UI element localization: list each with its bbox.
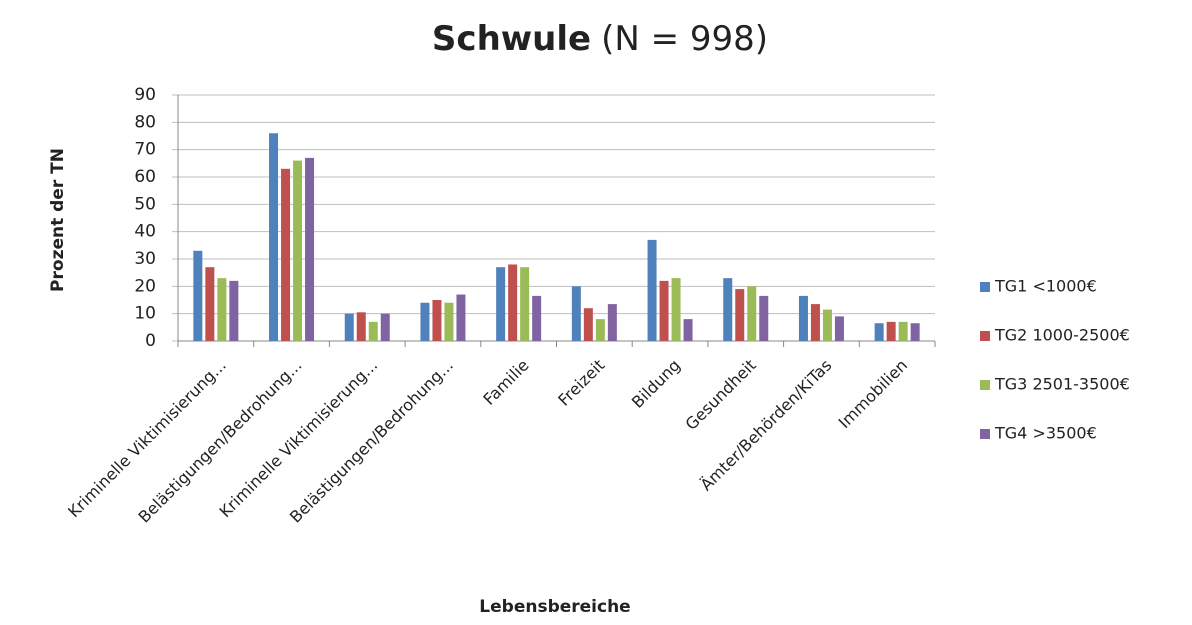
title-main: Schwule: [432, 19, 591, 59]
y-tick-label: 60: [134, 167, 156, 187]
y-tick-label: 20: [134, 276, 156, 296]
y-tick-label: 40: [134, 222, 156, 242]
bar: [798, 295, 808, 341]
legend-label: TG2 1000-2500€: [994, 326, 1130, 345]
x-tick-label: Immobilien: [835, 356, 911, 432]
legend-label: TG1 <1000€: [994, 277, 1097, 296]
bar: [659, 280, 669, 341]
bar: [735, 289, 745, 341]
bar: [683, 319, 693, 341]
bar: [269, 133, 279, 341]
legend-label: TG4 >3500€: [994, 424, 1097, 443]
bar: [822, 309, 832, 341]
x-tick-label: Belästigungen/Bedrohung...: [134, 356, 305, 527]
bar: [583, 308, 593, 341]
bar: [356, 312, 366, 341]
bar: [747, 286, 757, 341]
x-axis-title: Lebensbereiche: [479, 597, 630, 617]
bar: [910, 323, 920, 341]
bar: [380, 313, 390, 341]
bar: [432, 300, 442, 341]
bar: [607, 304, 617, 341]
y-tick-label: 50: [134, 194, 156, 214]
bar: [810, 304, 820, 341]
legend-swatch: [980, 380, 990, 390]
x-tick-label: Gesundheit: [681, 356, 759, 434]
x-tick-label: Kriminelle Viktimisierung...: [216, 356, 382, 522]
y-axis-title: Prozent der TN: [48, 148, 68, 292]
bar: [281, 168, 291, 341]
bar: [456, 294, 466, 341]
bar: [420, 302, 430, 341]
bar: [496, 267, 506, 341]
x-tick-label: Kriminelle Viktimisierung...: [64, 356, 230, 522]
bar: [898, 321, 908, 341]
bar: [305, 157, 315, 341]
bar: [205, 267, 215, 341]
chart-title: Schwule (N = 998): [432, 19, 768, 59]
legend-swatch: [980, 429, 990, 439]
bar: [671, 278, 681, 341]
bar: [217, 278, 227, 341]
y-tick-label: 0: [145, 331, 156, 351]
bar: [723, 278, 733, 341]
x-tick-label: Ämter/Behörden/KiTas: [697, 356, 836, 495]
bar: [647, 239, 657, 341]
x-tick-label: Belästigungen/Bedrohung...: [286, 356, 457, 527]
bar: [229, 280, 239, 341]
bar: [344, 313, 354, 341]
y-tick-label: 80: [134, 112, 156, 132]
bar: [368, 321, 378, 341]
bar: [293, 160, 303, 341]
bar: [520, 267, 530, 341]
bar: [595, 319, 605, 341]
bar: [444, 302, 454, 341]
y-tick-label: 30: [134, 249, 156, 269]
legend-label: TG3 2501-3500€: [994, 375, 1130, 394]
x-tick-label: Familie: [479, 356, 532, 409]
bar: [886, 321, 896, 341]
bar: [759, 295, 769, 341]
y-tick-label: 70: [134, 140, 156, 160]
bar: [193, 250, 203, 341]
legend-swatch: [980, 282, 990, 292]
bar: [508, 264, 518, 341]
bar: [834, 316, 844, 341]
bar: [571, 286, 581, 341]
bar: [532, 295, 542, 341]
x-tick-label: Bildung: [628, 356, 684, 412]
y-tick-label: 90: [134, 85, 156, 105]
bar: [874, 323, 884, 341]
y-tick-label: 10: [134, 304, 156, 324]
legend-swatch: [980, 331, 990, 341]
title-sub: (N = 998): [601, 19, 768, 59]
x-tick-label: Freizeit: [554, 356, 608, 410]
